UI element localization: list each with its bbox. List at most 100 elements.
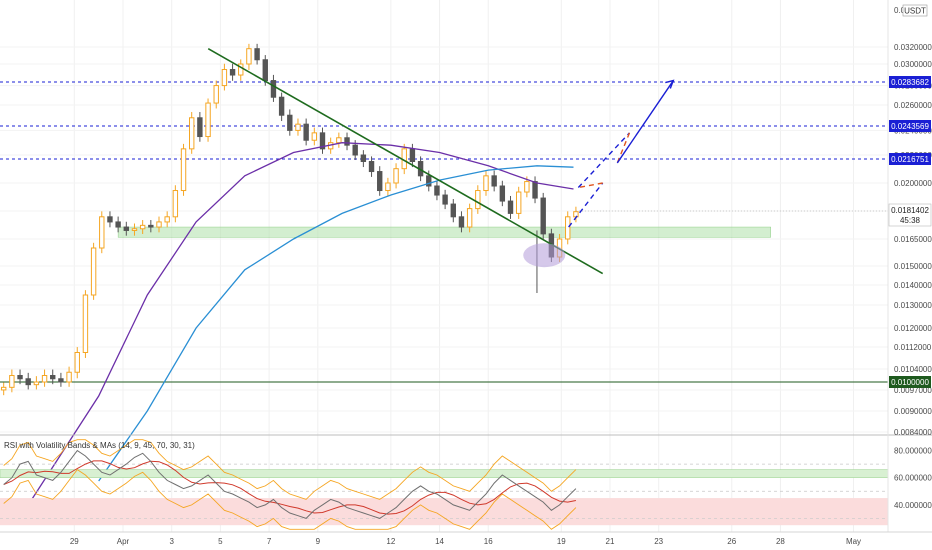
indicator-tick-label: 60.0000000 (894, 474, 932, 483)
indicator-lower-zone (0, 498, 888, 526)
candle-body (507, 200, 514, 214)
candle-body (254, 48, 260, 61)
candle-body (515, 191, 522, 214)
candle-body (246, 48, 252, 65)
candle-body (156, 221, 162, 228)
candle-body (25, 378, 31, 386)
candle-body (458, 216, 465, 228)
candle-body (360, 154, 367, 163)
candle-body (172, 190, 179, 218)
trendline[interactable] (207, 48, 604, 275)
price-tick-label: 0.0200000 (894, 179, 932, 188)
candle-body (99, 216, 105, 249)
projection-segment-4[interactable] (616, 80, 674, 164)
candle-body (377, 171, 383, 192)
level-badge-label-2: 0.0216751 (891, 155, 929, 164)
ma-line-blue (98, 165, 574, 482)
candle-body (466, 208, 473, 228)
level-badge-label-1: 0.0243569 (891, 122, 929, 131)
time-tick-label: 3 (169, 537, 174, 546)
candle-body (9, 375, 15, 388)
breakout-highlight-ellipse[interactable] (523, 243, 566, 268)
time-tick-label: 12 (386, 537, 395, 546)
time-tick-label: 23 (654, 537, 663, 546)
level-badge-3 (889, 376, 931, 388)
time-tick-label: 19 (557, 537, 566, 546)
projection-segment-0[interactable] (568, 182, 604, 228)
candle-body (90, 247, 97, 296)
price-tick-label: 0.0165000 (894, 235, 932, 244)
candle-body (107, 216, 113, 223)
price-tick-label: 0.0090000 (894, 407, 932, 416)
candle-body (409, 148, 416, 163)
candle-body (148, 224, 154, 228)
price-tick-label: 0.0300000 (894, 60, 932, 69)
projection-arrowhead (665, 79, 675, 89)
candle-body (434, 185, 440, 196)
candle-body (131, 228, 138, 231)
time-tick-label: May (846, 537, 861, 546)
indicator-title: RSI with Volatility Bands & MAs (14, 9, … (4, 441, 195, 450)
indicator-ma-red (3, 460, 576, 515)
time-tick-label: 5 (218, 537, 223, 546)
current-price-badge (888, 203, 932, 227)
candle-body (336, 137, 342, 144)
level-badge-1 (889, 120, 931, 132)
time-tick-label: 9 (316, 537, 321, 546)
candle-body (164, 216, 170, 223)
candle-body (540, 197, 546, 235)
time-tick-label: Apr (117, 537, 130, 546)
time-tick-label: 16 (484, 537, 493, 546)
candle-body (189, 117, 195, 150)
candle-body (532, 181, 538, 199)
candle-body (0, 386, 7, 391)
candle-body (385, 182, 391, 192)
candle-body (287, 114, 293, 131)
price-axis-top-label: 0.0 (894, 6, 906, 15)
candle-body (74, 352, 80, 373)
candle-body (278, 96, 285, 116)
price-tick-label: 0.0130000 (894, 301, 932, 310)
level-badge-label-3: 0.0100000 (891, 378, 929, 387)
projection-segment-2[interactable] (577, 132, 630, 188)
current-price-label: 0.0181402 (891, 206, 929, 215)
price-tick-label: 0.0112000 (894, 343, 932, 352)
price-tick-label: 0.0320000 (894, 43, 932, 52)
candle-body (238, 63, 244, 76)
candle-body (499, 185, 506, 202)
candle-body (303, 123, 309, 141)
price-tick-label: 0.0140000 (894, 281, 932, 290)
candle-body (295, 123, 301, 131)
support-zone[interactable] (117, 226, 771, 238)
time-tick-label: 7 (267, 537, 272, 546)
candle-body (139, 224, 146, 230)
candle-body (491, 175, 497, 187)
time-tick-label: 28 (776, 537, 785, 546)
time-tick-label: 26 (727, 537, 736, 546)
candle-body (270, 80, 277, 98)
candle-body (524, 181, 530, 193)
currency-label: USDT (904, 7, 926, 16)
price-tick-label: 0.0150000 (894, 262, 932, 271)
projection-segment-3[interactable] (616, 132, 631, 164)
currency-box[interactable] (902, 4, 928, 17)
candle-body (50, 375, 56, 380)
indicator-rsi-line (3, 449, 577, 519)
candle-body (393, 168, 399, 184)
candle-body (58, 378, 64, 383)
candle-body (344, 137, 350, 146)
candle-body (82, 294, 89, 353)
level-badge-2 (889, 153, 931, 165)
ma-line-purple (25, 142, 574, 510)
candle-body (565, 216, 571, 240)
price-tick-label: 0.0084000 (894, 428, 932, 437)
candle-body (197, 117, 203, 138)
projection-segment-1[interactable] (578, 182, 603, 189)
price-tick-label: 0.0097000 (894, 386, 932, 395)
candle-body (442, 194, 448, 205)
candle-body (229, 69, 236, 76)
price-tick-label: 0.0120000 (894, 324, 932, 333)
candle-body (475, 190, 481, 210)
candle-body (352, 144, 358, 156)
